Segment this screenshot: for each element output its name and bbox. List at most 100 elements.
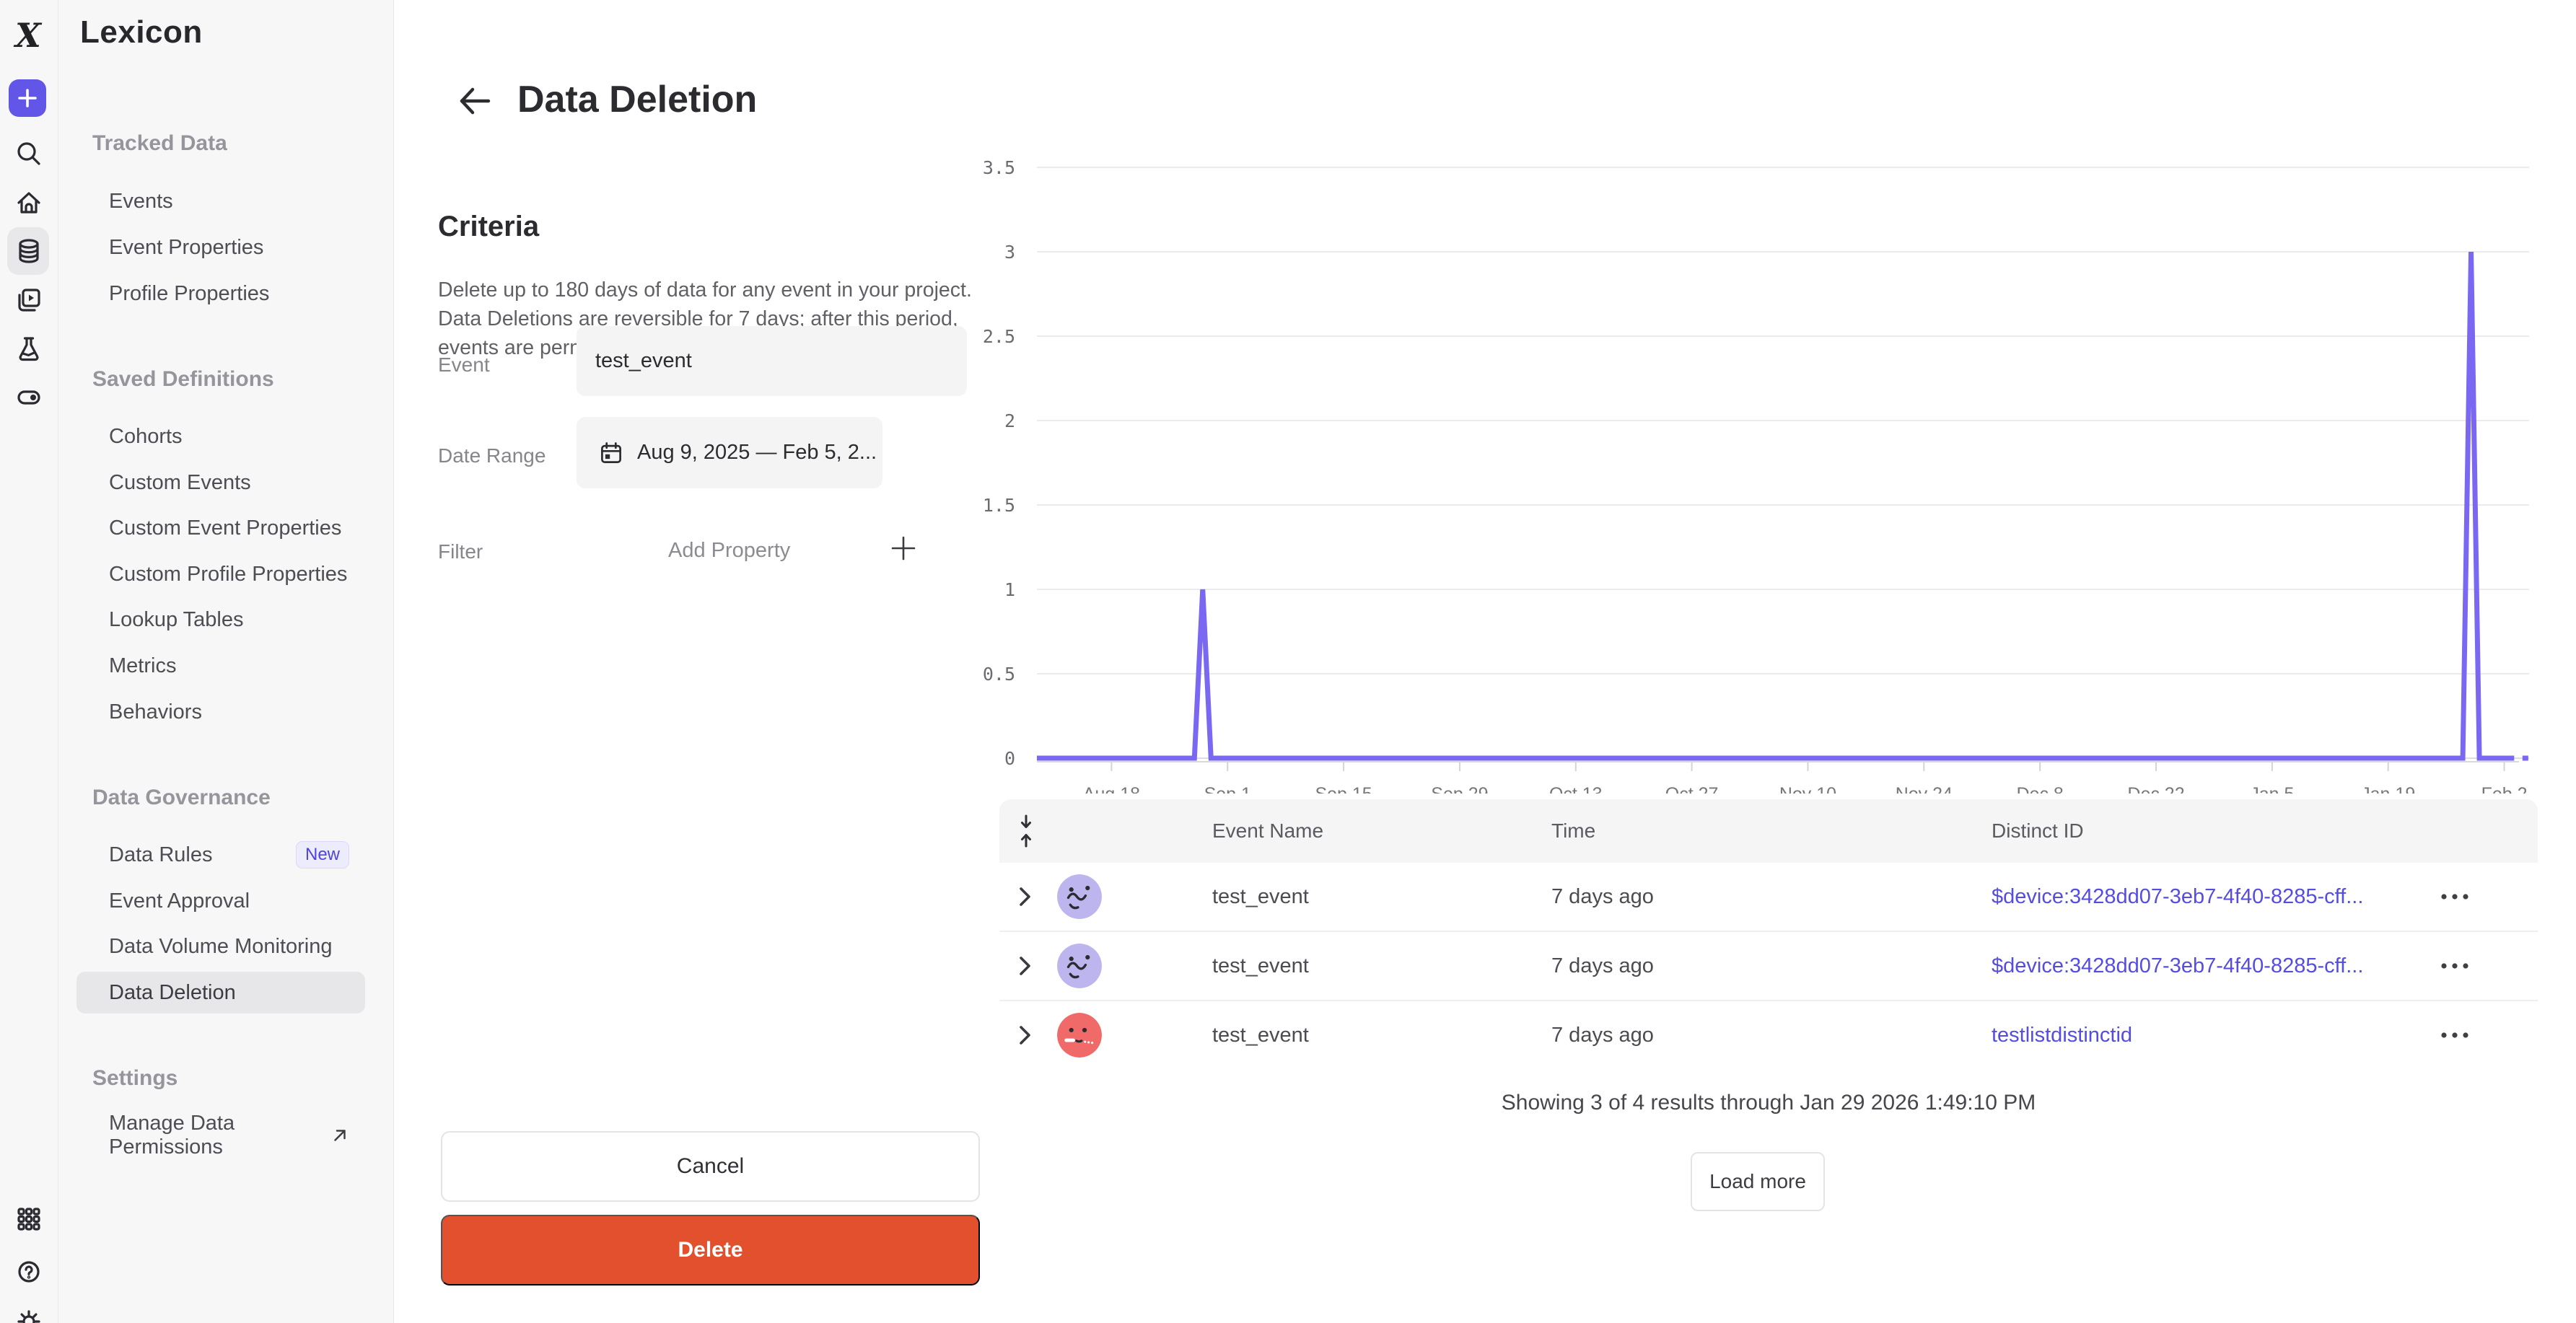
- cell-time: 7 days ago: [1551, 954, 1654, 977]
- cell-event-name: test_event: [1212, 954, 1309, 977]
- svg-text:0.5: 0.5: [983, 664, 1015, 685]
- table-row[interactable]: test_event 7 days ago testlistdistinctid: [999, 1001, 2538, 1069]
- page-title: Data Deletion: [517, 79, 758, 120]
- apps-grid-icon[interactable]: [13, 1203, 45, 1235]
- cell-distinct-id-link[interactable]: $device:3428dd07-3eb7-4f40-8285-cff...: [1992, 954, 2364, 977]
- svg-text:Jan 5: Jan 5: [2250, 784, 2294, 794]
- results-table: Event Name Time Distinct ID test_event 7…: [999, 799, 2538, 1069]
- svg-text:Sep 15: Sep 15: [1315, 784, 1372, 794]
- plus-icon: [18, 89, 37, 107]
- event-volume-chart: 0 0.5 1 1.5 2 2.5 3 3.5 Aug 18 Sep 1 Sep 15 Sep 29 O…: [983, 157, 2529, 794]
- svg-text:Dec 8: Dec 8: [2016, 784, 2063, 794]
- svg-text:1: 1: [1004, 579, 1015, 600]
- svg-text:Jan 19: Jan 19: [2361, 784, 2415, 794]
- row-menu-button[interactable]: [2439, 932, 2471, 1000]
- svg-text:0: 0: [1004, 748, 1015, 769]
- col-header-time[interactable]: Time: [1551, 819, 1596, 842]
- add-property-placeholder[interactable]: Add Property: [668, 539, 791, 562]
- svg-text:Feb 2: Feb 2: [2481, 784, 2528, 794]
- sidebar-item-custom-events[interactable]: Custom Events: [109, 470, 251, 494]
- svg-text:Aug 18: Aug 18: [1083, 784, 1140, 794]
- external-link-icon: [330, 1126, 349, 1145]
- mixpanel-logo-icon[interactable]: X: [15, 16, 41, 55]
- table-row[interactable]: test_event 7 days ago $device:3428dd07-3…: [999, 932, 2538, 1001]
- sidebar-item-custom-event-properties[interactable]: Custom Event Properties: [109, 516, 342, 540]
- cell-time: 7 days ago: [1551, 1023, 1654, 1047]
- criteria-heading: Criteria: [438, 211, 540, 242]
- table-header-row: Event Name Time Distinct ID: [999, 799, 2538, 863]
- active-rail-highlight: [7, 227, 49, 275]
- sidebar-item-lookup-tables[interactable]: Lookup Tables: [109, 607, 244, 631]
- add-property-button[interactable]: [889, 534, 918, 563]
- col-header-distinct-id[interactable]: Distinct ID: [1992, 819, 2084, 842]
- expand-chevron-icon[interactable]: [1015, 1001, 1034, 1069]
- app-title: Lexicon: [80, 14, 203, 50]
- sidebar-item-custom-profile-properties[interactable]: Custom Profile Properties: [109, 562, 348, 586]
- expand-chevron-icon[interactable]: [1015, 932, 1034, 1000]
- back-arrow-icon: [460, 87, 491, 115]
- search-icon[interactable]: [13, 138, 45, 170]
- table-row[interactable]: test_event 7 days ago $device:3428dd07-3…: [999, 863, 2538, 932]
- expand-chevron-icon[interactable]: [1015, 863, 1034, 931]
- svg-text:Nov 10: Nov 10: [1779, 784, 1836, 794]
- load-more-button[interactable]: Load more: [1691, 1152, 1825, 1211]
- sidebar-item-event-properties[interactable]: Event Properties: [109, 235, 264, 259]
- svg-text:Oct 13: Oct 13: [1549, 784, 1603, 794]
- svg-text:1.5: 1.5: [983, 495, 1015, 516]
- sidebar-item-manage-data-permissions[interactable]: Manage Data Permissions: [76, 1112, 365, 1159]
- back-button[interactable]: [457, 84, 493, 118]
- results-summary: Showing 3 of 4 results through Jan 29 20…: [1501, 1091, 2036, 1115]
- cell-distinct-id-link[interactable]: $device:3428dd07-3eb7-4f40-8285-cff...: [1992, 884, 2364, 908]
- event-field-label: Event: [438, 353, 490, 376]
- svg-text:3.5: 3.5: [983, 157, 1015, 178]
- svg-text:3: 3: [1004, 242, 1015, 263]
- svg-text:Nov 24: Nov 24: [1896, 784, 1953, 794]
- cancel-button[interactable]: Cancel: [441, 1131, 980, 1202]
- section-settings: Settings: [92, 1066, 178, 1090]
- sidebar-item-data-deletion[interactable]: Data Deletion: [76, 972, 365, 1014]
- svg-text:Sep 1: Sep 1: [1204, 784, 1251, 794]
- toggle-icon[interactable]: [13, 382, 45, 413]
- calendar-icon: [601, 441, 621, 463]
- sort-icon[interactable]: [1017, 799, 1035, 863]
- svg-text:2.5: 2.5: [983, 326, 1015, 347]
- delete-button[interactable]: Delete: [441, 1215, 980, 1285]
- cell-time: 7 days ago: [1551, 884, 1654, 908]
- row-menu-button[interactable]: [2439, 1001, 2471, 1069]
- sidebar: Lexicon Tracked Data Events Event Proper…: [58, 0, 394, 1323]
- sidebar-item-event-approval[interactable]: Event Approval: [109, 889, 250, 913]
- svg-text:Sep 29: Sep 29: [1431, 784, 1488, 794]
- experiments-flask-icon[interactable]: [13, 333, 45, 364]
- sidebar-item-events[interactable]: Events: [109, 189, 173, 213]
- icon-rail: X: [0, 0, 58, 1323]
- help-icon[interactable]: [13, 1256, 45, 1288]
- home-icon[interactable]: [13, 187, 45, 219]
- sidebar-item-metrics[interactable]: Metrics: [109, 654, 177, 677]
- boards-icon[interactable]: [13, 284, 45, 316]
- cell-event-name: test_event: [1212, 1023, 1309, 1047]
- section-saved-definitions: Saved Definitions: [92, 367, 274, 391]
- settings-gear-icon[interactable]: [13, 1306, 45, 1323]
- date-range-field-label: Date Range: [438, 444, 546, 467]
- plus-icon: [891, 536, 916, 561]
- sidebar-item-profile-properties[interactable]: Profile Properties: [109, 281, 270, 305]
- event-input[interactable]: test_event: [577, 326, 967, 396]
- create-button[interactable]: [9, 79, 46, 117]
- svg-text:Oct 27: Oct 27: [1665, 784, 1719, 794]
- sidebar-item-behaviors[interactable]: Behaviors: [109, 700, 202, 724]
- section-tracked-data: Tracked Data: [92, 131, 227, 155]
- cell-event-name: test_event: [1212, 884, 1309, 908]
- row-menu-button[interactable]: [2439, 863, 2471, 931]
- section-data-governance: Data Governance: [92, 786, 271, 809]
- col-header-event-name[interactable]: Event Name: [1212, 819, 1324, 842]
- filter-field-label: Filter: [438, 540, 483, 563]
- sidebar-item-data-volume-monitoring[interactable]: Data Volume Monitoring: [109, 934, 333, 958]
- sidebar-item-cohorts[interactable]: Cohorts: [109, 424, 183, 448]
- sidebar-item-data-rules[interactable]: Data Rules New: [76, 834, 365, 876]
- date-range-button[interactable]: Aug 9, 2025 — Feb 5, 2...: [577, 417, 882, 488]
- cell-distinct-id-link[interactable]: testlistdistinctid: [1992, 1023, 2133, 1047]
- avatar: [1057, 863, 1102, 931]
- avatar: [1057, 1001, 1102, 1069]
- data-management-icon[interactable]: [13, 235, 45, 267]
